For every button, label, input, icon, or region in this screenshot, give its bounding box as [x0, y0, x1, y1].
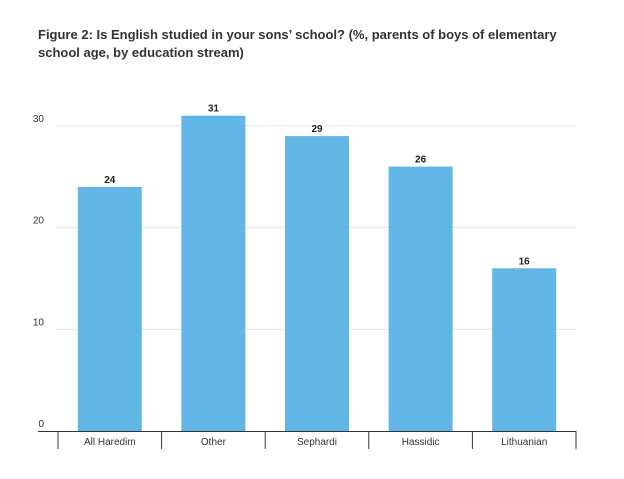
x-tick-label: Other	[201, 437, 227, 448]
data-labels: 24 31 29 26 16	[104, 104, 530, 268]
x-axis: All Haredim Other Sephardi Hassidic Lithuani…	[38, 431, 577, 449]
y-tick-label: 0	[38, 419, 44, 430]
data-label: 26	[415, 155, 427, 166]
bar	[492, 268, 557, 431]
y-axis-tick-labels: 0 10 20 30	[33, 114, 45, 430]
data-label: 31	[208, 104, 220, 115]
x-tick-label: Sephardi	[297, 437, 337, 448]
data-label: 24	[104, 175, 116, 186]
y-tick-label: 30	[33, 114, 45, 125]
bar	[181, 115, 246, 431]
y-tick-label: 20	[33, 216, 45, 227]
bars	[77, 115, 557, 431]
chart-title: Figure 2: Is English studied in your son…	[38, 27, 557, 60]
x-tick-label: All Haredim	[84, 437, 136, 448]
y-tick-label: 10	[33, 317, 45, 328]
data-label: 16	[519, 256, 531, 267]
bar	[285, 136, 349, 431]
x-tick-label: Hassidic	[402, 437, 440, 448]
data-label: 29	[311, 124, 323, 135]
x-tick-label: Lithuanian	[501, 437, 547, 448]
bar	[388, 166, 453, 431]
bar	[77, 186, 142, 431]
